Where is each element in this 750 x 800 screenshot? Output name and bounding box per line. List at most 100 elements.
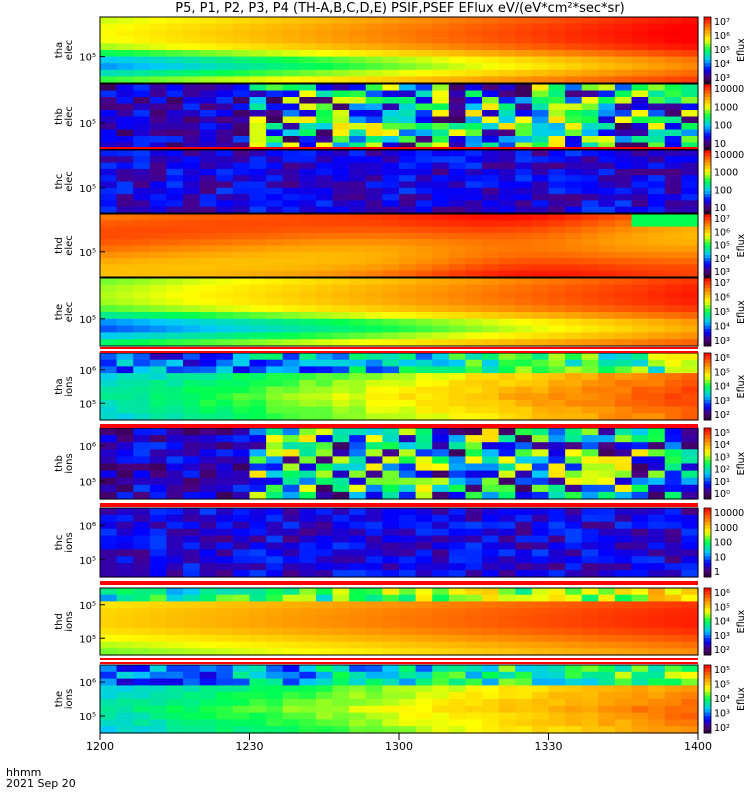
- heatmap-cell: [548, 491, 566, 500]
- heatmap-cell: [581, 312, 599, 320]
- heatmap-cell: [183, 23, 201, 31]
- heatmap-cell: [482, 665, 500, 673]
- heatmap-cell: [681, 214, 699, 221]
- heatmap-cell: [199, 200, 217, 208]
- heatmap-cell: [681, 428, 699, 436]
- heatmap-cell: [531, 175, 550, 183]
- heatmap-cell: [598, 628, 616, 636]
- heatmap-cell: [631, 187, 649, 195]
- colorbar-segment: [704, 556, 711, 561]
- heatmap-cell: [133, 76, 151, 84]
- heatmap-cell: [100, 214, 118, 221]
- heatmap-cell: [382, 456, 400, 465]
- heatmap-cell: [116, 353, 134, 361]
- heatmap-cell: [482, 406, 500, 414]
- heatmap-cell: [199, 116, 217, 124]
- heatmap-cell: [631, 359, 649, 367]
- red-separator-line: [100, 426, 698, 428]
- heatmap-cell: [299, 641, 317, 649]
- heatmap-cell: [365, 291, 383, 299]
- heatmap-cell: [249, 270, 267, 278]
- heatmap-cell: [614, 156, 633, 164]
- heatmap-cell: [465, 477, 483, 486]
- heatmap-cell: [100, 712, 118, 720]
- heatmap-cell: [266, 514, 284, 523]
- heatmap-cell: [548, 220, 566, 228]
- heatmap-cell: [498, 264, 516, 272]
- heatmap-cell: [266, 264, 284, 272]
- heatmap-cell: [498, 226, 516, 234]
- heatmap-cell: [183, 318, 201, 327]
- heatmap-cell: [581, 470, 599, 479]
- heatmap-cell: [183, 30, 201, 38]
- heatmap-cell: [149, 470, 168, 479]
- colorbar-label: Eflux: [736, 451, 747, 475]
- heatmap-cell: [100, 413, 118, 421]
- colorbar-segment: [704, 389, 711, 394]
- heatmap-cell: [432, 477, 450, 486]
- heatmap-cell: [614, 508, 633, 516]
- heatmap-cell: [116, 601, 134, 609]
- heatmap-cell: [548, 187, 566, 195]
- heatmap-cell: [133, 373, 151, 381]
- heatmap-cell: [432, 305, 450, 313]
- heatmap-cell: [565, 719, 583, 727]
- heatmap-cell: [282, 491, 300, 500]
- heatmap-cell: [399, 97, 417, 105]
- heatmap-cell: [349, 628, 367, 636]
- heatmap-cell: [382, 69, 400, 77]
- heatmap-cell: [266, 142, 284, 150]
- heatmap-cell: [415, 43, 433, 51]
- heatmap-cell: [415, 220, 433, 228]
- colorbar-tick-label: 100: [714, 185, 732, 196]
- heatmap-cell: [631, 671, 649, 680]
- colorbar-segment: [704, 232, 711, 237]
- heatmap-cell: [482, 339, 500, 347]
- heatmap-cell: [581, 570, 599, 578]
- ylabel-line: elec: [64, 40, 75, 61]
- heatmap-cell: [631, 549, 649, 557]
- heatmap-cell: [100, 641, 118, 649]
- heatmap-cell: [299, 535, 317, 544]
- heatmap-cell: [382, 129, 400, 137]
- heatmap-cell: [315, 50, 334, 58]
- heatmap-cell: [282, 379, 300, 388]
- heatmap-cell: [166, 508, 184, 516]
- heatmap-cell: [282, 214, 300, 221]
- colorbar-segment: [704, 431, 711, 436]
- heatmap-cell: [166, 601, 184, 609]
- heatmap-cell: [681, 549, 699, 557]
- heatmap-cell: [515, 428, 533, 436]
- heatmap-cell: [349, 359, 367, 367]
- heatmap-cell: [100, 318, 118, 327]
- heatmap-cell: [266, 373, 284, 381]
- heatmap-cell: [349, 339, 367, 347]
- heatmap-cell: [548, 142, 566, 150]
- heatmap-cell: [548, 353, 566, 361]
- heatmap-cell: [133, 239, 151, 247]
- heatmap-cell: [465, 298, 483, 306]
- heatmap-cell: [531, 150, 550, 157]
- heatmap-cell: [515, 43, 533, 51]
- heatmap-cell: [365, 220, 383, 228]
- heatmap-cell: [664, 393, 682, 401]
- heatmap-cell: [681, 239, 699, 247]
- heatmap-cell: [465, 563, 483, 571]
- heatmap-cell: [133, 69, 151, 77]
- heatmap-cell: [116, 23, 134, 31]
- heatmap-cell: [332, 665, 350, 673]
- heatmap-cell: [548, 588, 566, 596]
- heatmap-cell: [399, 150, 417, 157]
- heatmap-cell: [100, 129, 118, 137]
- heatmap-cell: [332, 399, 350, 408]
- heatmap-cell: [664, 270, 682, 278]
- heatmap-cell: [183, 712, 201, 720]
- ylabel-line: ions: [64, 376, 75, 396]
- heatmap-cell: [565, 156, 583, 164]
- heatmap-cell: [648, 406, 666, 414]
- heatmap-cell: [232, 528, 251, 537]
- heatmap-cell: [116, 339, 134, 347]
- heatmap-cell: [648, 278, 666, 286]
- heatmap-cell: [282, 175, 300, 183]
- colorbar-tick-label: 10⁶: [714, 588, 730, 599]
